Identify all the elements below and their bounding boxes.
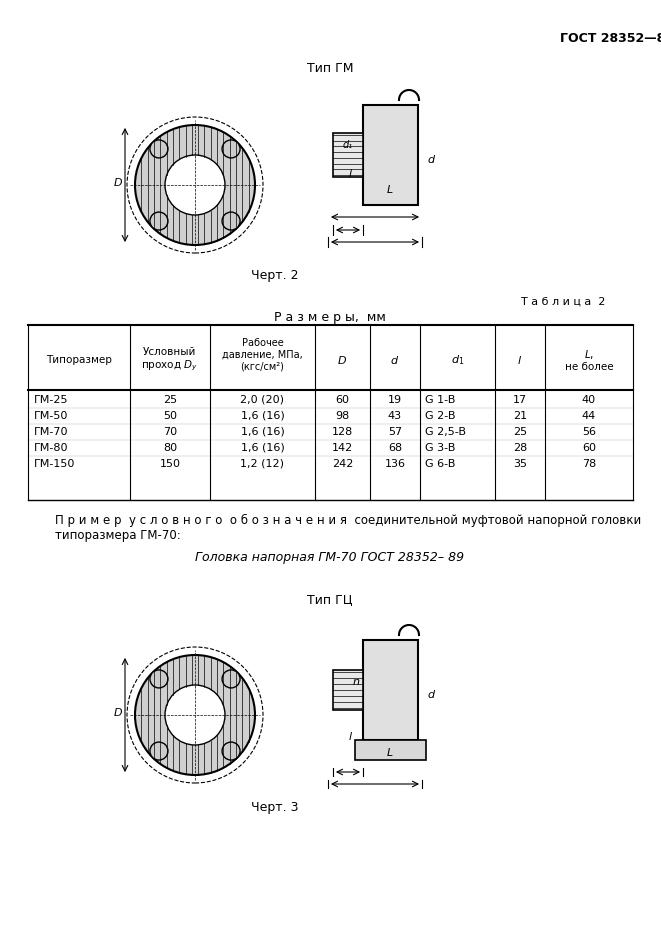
Text: 21: 21 [513,411,527,421]
Text: G 1-B: G 1-B [425,395,455,405]
Ellipse shape [150,742,168,760]
Text: d: d [427,155,434,165]
Ellipse shape [150,212,168,230]
Text: 80: 80 [163,443,177,453]
Bar [333,133,363,177]
Text: 60: 60 [582,443,596,453]
Text: $l$: $l$ [518,354,522,366]
Text: ГМ-25: ГМ-25 [34,395,69,405]
Text: ГМ-70: ГМ-70 [34,427,69,437]
Text: 43: 43 [388,411,402,421]
Bar [333,670,363,710]
Text: Тип ГЦ: Тип ГЦ [307,593,353,607]
Text: ГМ-50: ГМ-50 [34,411,68,421]
Text: Р а з м е р ы,  мм: Р а з м е р ы, мм [274,312,386,325]
Text: 136: 136 [385,459,405,469]
Text: G 3-B: G 3-B [425,443,455,453]
Ellipse shape [222,742,240,760]
Text: П р и м е р  у с л о в н о г о  о б о з н а ч е н и я  соединительной муфтовой н: П р и м е р у с л о в н о г о о б о з н … [55,514,641,527]
Text: 2,0 (20): 2,0 (20) [241,395,284,405]
Text: D: D [114,178,122,188]
Ellipse shape [150,670,168,688]
Text: L: L [387,185,393,195]
FancyBboxPatch shape [363,640,418,740]
Text: 1,2 (12): 1,2 (12) [241,459,284,469]
Text: G 2-B: G 2-B [425,411,455,421]
Text: $d$: $d$ [391,354,399,366]
Text: 128: 128 [332,427,353,437]
Text: 19: 19 [388,395,402,405]
Text: l: l [348,732,352,742]
Text: G 2,5-B: G 2,5-B [425,427,466,437]
Text: ГОСТ 28352—89 С. 3: ГОСТ 28352—89 С. 3 [560,32,661,45]
Text: G 6-B: G 6-B [425,459,455,469]
Text: ГМ-80: ГМ-80 [34,443,69,453]
Ellipse shape [222,212,240,230]
Text: d: d [427,690,434,700]
Text: 142: 142 [332,443,353,453]
Text: типоразмера ГМ-70:: типоразмера ГМ-70: [55,530,180,543]
Text: Условный
проход $D_у$: Условный проход $D_у$ [141,347,198,373]
Text: 56: 56 [582,427,596,437]
Text: $L,$
не более: $L,$ не более [564,347,613,373]
Text: Черт. 2: Черт. 2 [251,269,299,282]
Text: 1,6 (16): 1,6 (16) [241,411,284,421]
Text: Головка напорная ГМ-70 ГОСТ 28352– 89: Головка напорная ГМ-70 ГОСТ 28352– 89 [196,551,465,564]
Text: Тип ГМ: Тип ГМ [307,62,353,75]
Ellipse shape [222,140,240,158]
Text: Типоразмер: Типоразмер [46,355,112,365]
Text: ГМ-150: ГМ-150 [34,459,75,469]
Text: $D$: $D$ [338,354,348,366]
Text: 35: 35 [513,459,527,469]
Text: 68: 68 [388,443,402,453]
Text: 242: 242 [332,459,353,469]
Ellipse shape [222,670,240,688]
Text: 25: 25 [163,395,177,405]
FancyBboxPatch shape [363,105,418,205]
Text: Рабочее
давление, МПа,
(кгс/см²): Рабочее давление, МПа, (кгс/см²) [222,339,303,372]
Text: L: L [387,748,393,758]
Text: 98: 98 [335,411,350,421]
Text: l: l [348,169,352,179]
Text: Т а б л и ц а  2: Т а б л и ц а 2 [521,297,605,307]
Text: 1,6 (16): 1,6 (16) [241,427,284,437]
Text: 70: 70 [163,427,177,437]
Text: 40: 40 [582,395,596,405]
Text: d₁: d₁ [343,140,353,150]
Text: n: n [353,677,360,687]
Bar [355,740,426,760]
Ellipse shape [150,140,168,158]
Text: 50: 50 [163,411,177,421]
Text: 60: 60 [336,395,350,405]
Text: $d_1$: $d_1$ [451,353,464,367]
Text: 78: 78 [582,459,596,469]
Text: 44: 44 [582,411,596,421]
Text: 17: 17 [513,395,527,405]
Text: 28: 28 [513,443,527,453]
Text: D: D [114,708,122,718]
Text: 150: 150 [159,459,180,469]
Text: 1,6 (16): 1,6 (16) [241,443,284,453]
Text: Черт. 3: Черт. 3 [251,801,299,814]
Text: 57: 57 [388,427,402,437]
Text: 25: 25 [513,427,527,437]
